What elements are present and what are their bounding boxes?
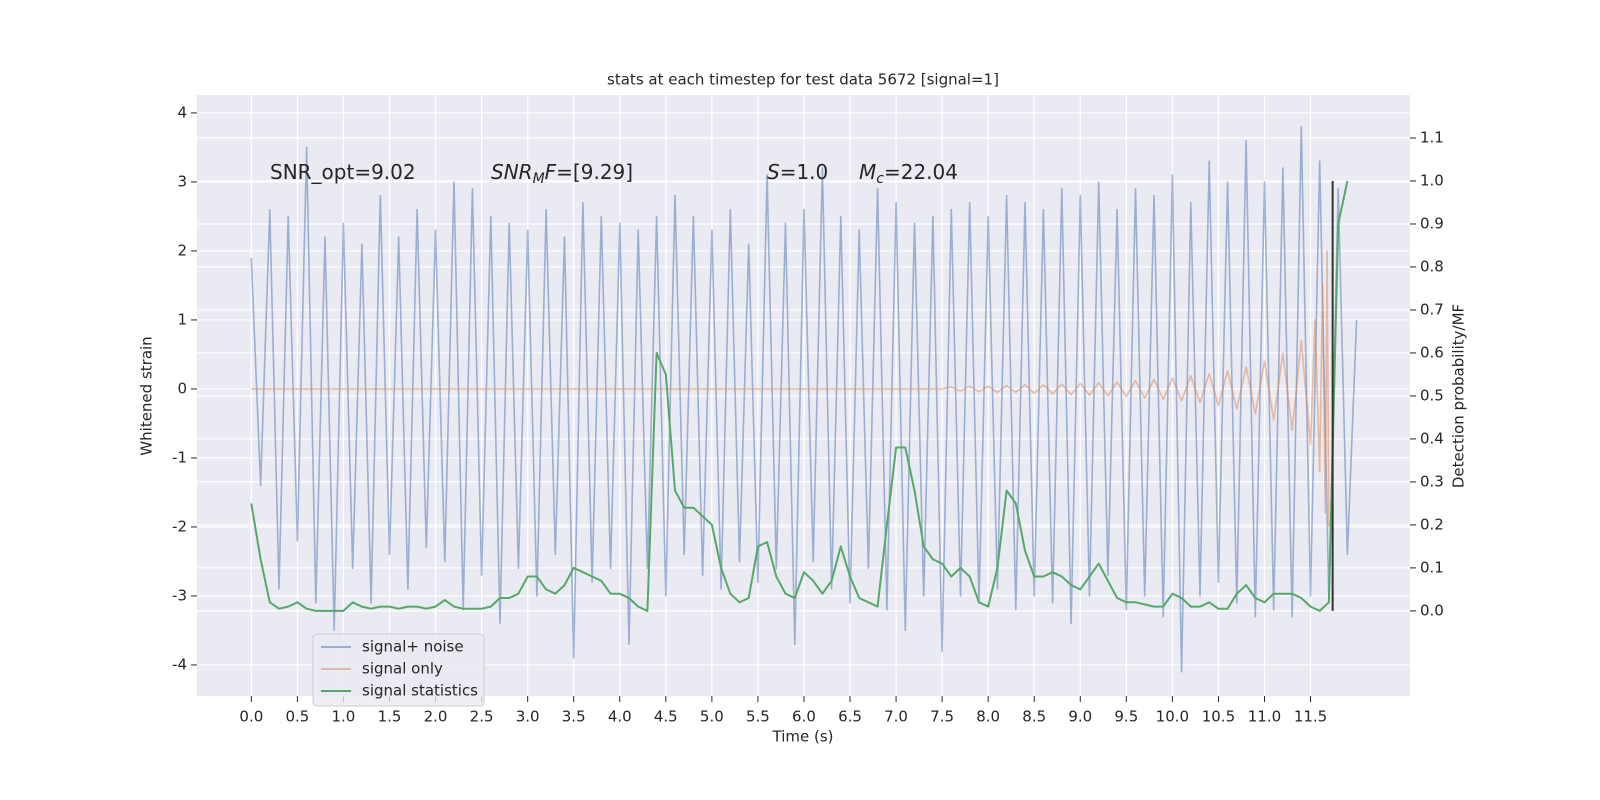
x-tick-label: 2.5 [470,708,494,726]
y2-tick-label: 0.3 [1420,472,1444,490]
y2-tick-label: 0.1 [1420,558,1444,576]
x-tick-label: 10.5 [1202,708,1235,726]
x-tick-label: 6.0 [792,708,816,726]
x-tick-label: 7.0 [884,708,908,726]
x-tick-label: 3.5 [562,708,586,726]
y2-tick-label: 1.0 [1420,171,1444,189]
y2-tick-label: 0.2 [1420,515,1444,533]
x-tick-label: 2.0 [424,708,448,726]
annotation-part: c [876,171,884,187]
legend-label: signal statistics [362,682,478,700]
x-tick-label: 5.0 [700,708,724,726]
x-tick-label: 8.0 [976,708,1000,726]
annotation: SNRMF=[9.29] [491,160,633,188]
y-tick-label: 0 [177,379,187,397]
x-tick-label: 3.0 [516,708,540,726]
x-tick-label: 5.5 [746,708,770,726]
x-tick-label: 7.5 [930,708,954,726]
x-tick-label: 9.0 [1068,708,1092,726]
y2-tick-label: 0.9 [1420,214,1444,232]
x-tick-label: 0.0 [239,708,263,726]
legend-label: signal+ noise [362,638,464,656]
x-tick-label: 6.5 [838,708,862,726]
y2-tick-label: 0.8 [1420,257,1444,275]
x-axis-label: Time (s) [772,728,834,746]
x-tick-label: 0.5 [285,708,309,726]
y2-tick-label: 0.5 [1420,386,1444,404]
y2-tick-label: 0.7 [1420,300,1444,318]
x-tick-label: 4.5 [654,708,678,726]
y-tick-label: 1 [177,310,187,328]
x-tick-label: 11.0 [1248,708,1281,726]
annotation-part: SNR_opt=9.02 [270,160,416,184]
annotation-part: =1.0 [780,160,829,184]
y-axis-label: Whitened strain [138,336,156,455]
y-tick-label: -3 [172,586,187,604]
legend: signal+ noise signal only signal statistic… [312,633,485,707]
y-tick-label: -2 [172,517,187,535]
y2-tick-label: 0.4 [1420,429,1444,447]
y-tick-label: 4 [177,103,187,121]
y2-tick-label: 0.0 [1420,601,1444,619]
series-line [250,180,1349,612]
annotation: SNR_opt=9.02 [270,160,416,184]
annotation-part: F [545,160,557,184]
y2-tick-label: 1.1 [1420,128,1444,146]
annotation: Mc=22.04 [859,160,958,188]
x-tick-label: 8.5 [1022,708,1046,726]
y-tick-label: 3 [177,172,187,190]
y-tick-label: -4 [172,655,187,673]
series-line [250,125,1358,673]
x-tick-label: 1.5 [378,708,402,726]
y-tick-label: -1 [172,448,187,466]
y-tick-label: 2 [177,241,187,259]
chart-title: stats at each timestep for test data 567… [607,71,999,89]
y2-tick-label: 0.6 [1420,343,1444,361]
series-line [251,250,1330,527]
annotation-part: M [859,160,876,184]
annotation-part: S [767,160,780,184]
annotation-part: M [533,171,545,187]
legend-box [312,633,485,707]
annotation-part: SNR [491,160,533,184]
y2-axis-label: Detection probability/MF [1450,304,1468,488]
legend-label: signal only [362,660,443,678]
x-tick-label: 4.0 [608,708,632,726]
x-tick-label: 11.5 [1294,708,1327,726]
annotation-part: =22.04 [884,160,958,184]
annotation: S=1.0 [767,160,828,184]
x-tick-label: 10.0 [1156,708,1189,726]
x-tick-label: 9.5 [1114,708,1138,726]
x-tick-label: 1.0 [332,708,356,726]
annotation-part: =[9.29] [556,160,633,184]
